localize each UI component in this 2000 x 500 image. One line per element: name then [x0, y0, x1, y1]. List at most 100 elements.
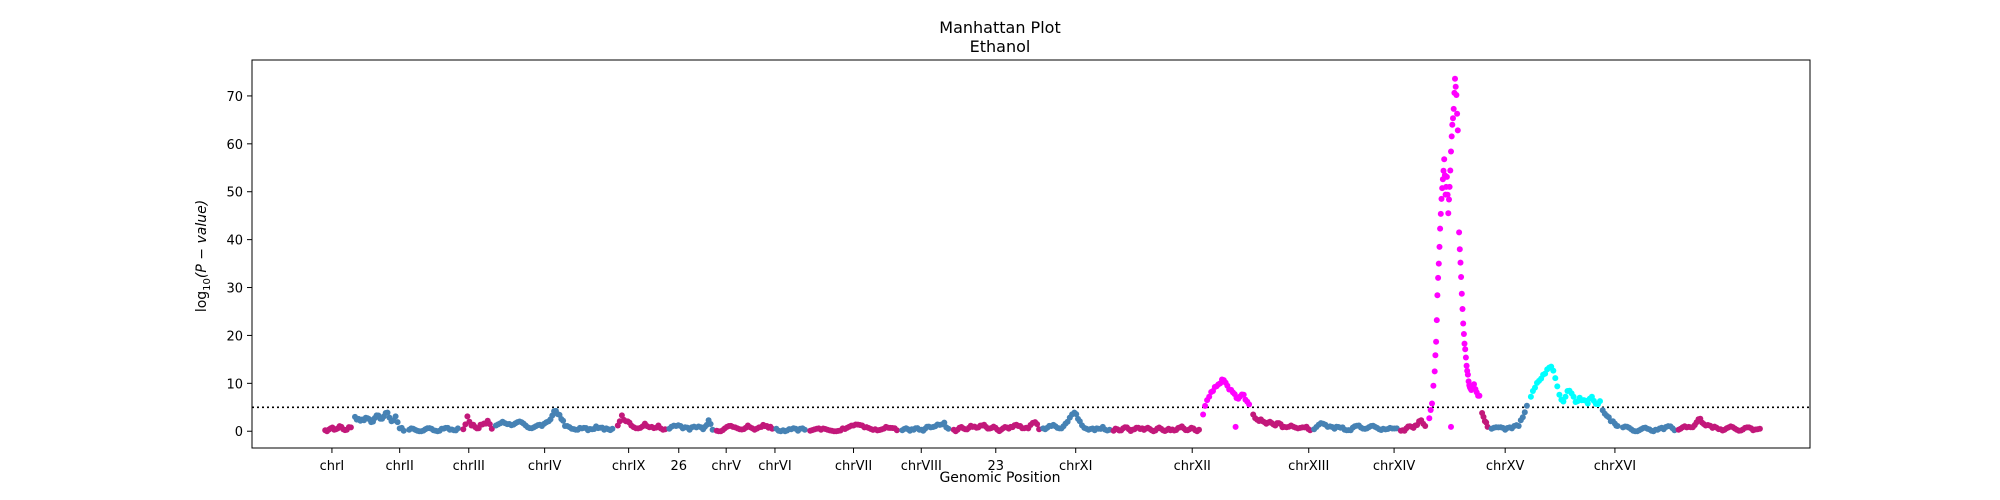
series-19 — [1479, 410, 1491, 430]
x-tick-label-chrXVI: chrXVI — [1594, 459, 1636, 474]
data-point — [1456, 229, 1463, 236]
y-axis-label: log10(P − value) — [194, 200, 213, 312]
data-point — [460, 426, 467, 433]
data-point — [1562, 393, 1569, 400]
data-point — [1457, 259, 1464, 266]
x-tick-label-chrVI: chrVI — [758, 459, 791, 474]
x-tick-label-chrV: chrV — [711, 459, 741, 474]
data-point — [1427, 407, 1434, 413]
data-point — [1206, 393, 1213, 400]
data-point — [1523, 402, 1530, 409]
x-tick-label-chrII: chrII — [385, 459, 413, 474]
y-axis-label-rest: (P − value) — [194, 200, 210, 278]
data-point — [1560, 398, 1567, 405]
data-point — [1429, 400, 1435, 407]
data-point — [941, 419, 948, 426]
series-5 — [614, 412, 669, 433]
plot-area — [252, 75, 1810, 435]
data-point — [1447, 167, 1454, 174]
data-point — [1459, 306, 1466, 312]
data-point — [1450, 105, 1457, 112]
data-point — [560, 417, 567, 424]
data-point — [1554, 383, 1561, 390]
x-axis: chrI chrII chrIII chrIV chrIX 26 chrV chrVI chrV… — [320, 448, 1636, 474]
y-tick-label: 20 — [226, 329, 243, 344]
data-point — [1073, 411, 1080, 418]
y-tick-label: 0 — [235, 425, 243, 440]
x-tick-label-chrVII: chrVII — [835, 459, 872, 474]
data-point — [1463, 362, 1470, 369]
data-point — [1556, 391, 1563, 398]
data-point — [1454, 110, 1461, 117]
data-point — [464, 413, 471, 420]
y-axis-label-sub: 10 — [202, 278, 213, 291]
series-9 — [807, 421, 900, 435]
series-22 — [1599, 407, 1621, 429]
data-point — [1448, 133, 1455, 140]
data-point — [1448, 148, 1454, 155]
y-axis-label-log: log — [194, 291, 210, 312]
data-point — [1449, 121, 1456, 128]
data-point — [1464, 371, 1471, 378]
data-point — [1756, 425, 1763, 432]
data-point — [1527, 393, 1534, 400]
data-point — [1446, 183, 1453, 190]
series-7 — [713, 421, 776, 435]
data-point — [1452, 75, 1458, 82]
data-point — [1446, 196, 1452, 203]
series-0 — [322, 423, 354, 435]
data-point — [1460, 331, 1467, 337]
data-point — [347, 424, 354, 431]
series-12 — [1040, 409, 1113, 434]
y-tick-label: 10 — [226, 377, 243, 392]
y-tick-label: 30 — [226, 282, 243, 297]
data-point — [1435, 260, 1442, 267]
x-tick-label-chrVIII: chrVIII — [901, 459, 942, 474]
y-tick-label: 70 — [226, 90, 243, 105]
data-point — [1445, 210, 1452, 217]
x-axis-label: Genomic Position — [939, 470, 1060, 486]
data-point — [1232, 423, 1239, 430]
data-point — [1433, 317, 1440, 324]
data-point — [1532, 384, 1538, 391]
data-point — [609, 425, 616, 432]
x-tick-label-chrXV: chrXV — [1486, 459, 1525, 474]
data-point — [1034, 421, 1041, 428]
data-point — [801, 426, 808, 433]
data-point — [454, 425, 461, 432]
data-point — [1422, 423, 1429, 429]
x-tick-label-23: 23 — [988, 459, 1005, 474]
y-tick-label: 40 — [226, 234, 243, 249]
data-point — [1515, 423, 1522, 429]
data-point — [1456, 246, 1463, 253]
series-13 — [1110, 423, 1202, 435]
series-2 — [406, 424, 461, 435]
data-point — [1435, 274, 1442, 281]
data-point — [769, 425, 776, 432]
y-axis: 0 10 20 30 40 50 60 70 — [226, 90, 252, 440]
data-point — [1432, 352, 1439, 359]
data-point — [1437, 210, 1444, 217]
data-point — [1454, 127, 1461, 134]
data-point — [1240, 391, 1247, 398]
data-point — [1550, 367, 1557, 374]
data-point — [1438, 195, 1445, 202]
data-point — [1458, 274, 1465, 280]
series-21 — [1527, 363, 1603, 408]
data-point — [1437, 225, 1444, 232]
data-point — [1434, 292, 1441, 299]
x-tick-label-chrI: chrI — [320, 459, 345, 474]
data-point — [945, 425, 952, 432]
series-11 — [950, 419, 1043, 435]
series-10 — [899, 419, 952, 434]
x-tick-label-chrXIII: chrXIII — [1288, 459, 1329, 474]
data-point — [1443, 173, 1450, 180]
data-point — [394, 419, 401, 426]
y-tick-label: 50 — [226, 186, 243, 201]
data-point — [392, 413, 399, 420]
series-23 — [1620, 423, 1678, 435]
data-point — [1570, 393, 1577, 400]
data-point — [1448, 423, 1454, 430]
